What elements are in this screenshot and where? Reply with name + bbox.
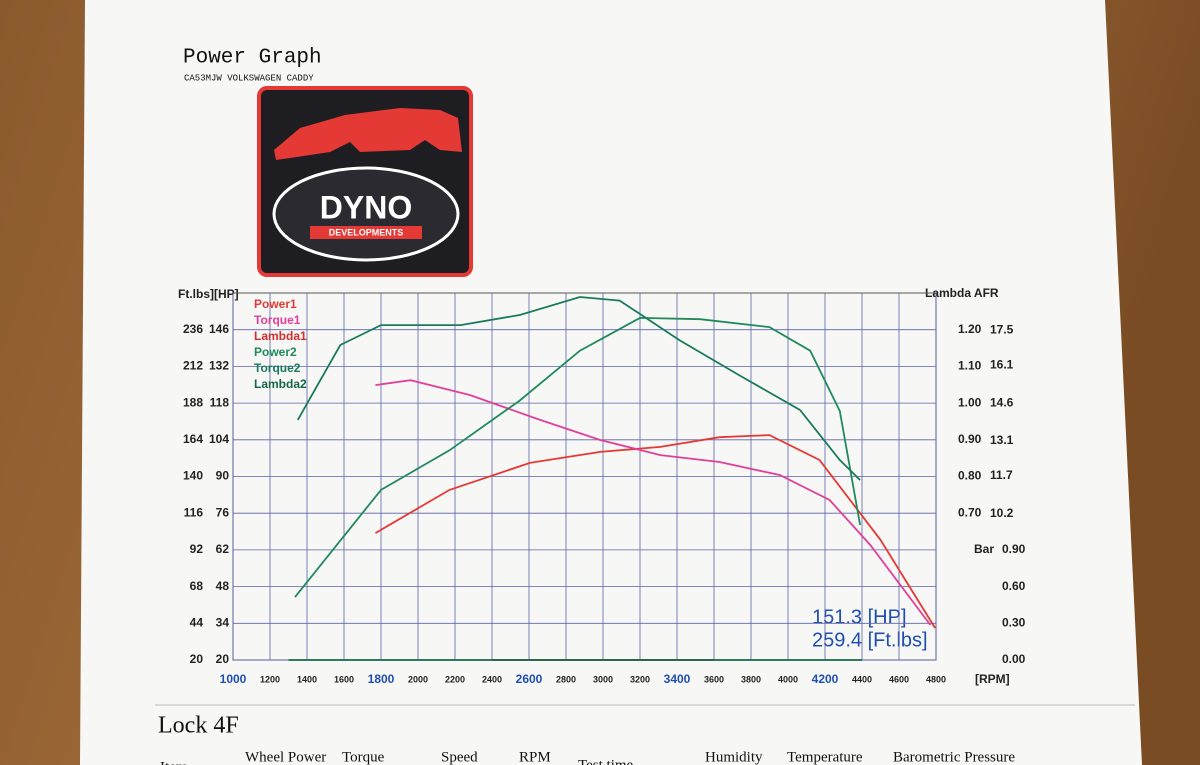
column-header: Humidity [705, 749, 763, 765]
x-tick-label: 2800 [556, 674, 576, 684]
column-header: Speed [441, 749, 478, 765]
y-tick-label: 20 [190, 652, 204, 666]
x-tick-label: 3800 [741, 674, 761, 684]
legend-entry: Lambda1 [254, 329, 307, 343]
x-tick-label: 2000 [408, 674, 428, 684]
legend-entry: Torque2 [254, 361, 301, 375]
x-tick-label: 2400 [482, 674, 502, 684]
y-tick-label: 17.5 [990, 322, 1014, 336]
x-tick-label: 1200 [260, 674, 280, 684]
y-tick-label: 76 [216, 505, 230, 519]
footer-title: Lock 4F [158, 713, 239, 739]
column-header: Item [160, 759, 188, 765]
y-tick-label: 0.80 [958, 469, 982, 483]
x-tick-label: 3600 [704, 674, 724, 684]
legend-entry: Torque1 [254, 313, 301, 327]
annotation: 259.4 [Ft.lbs] [812, 629, 928, 651]
y-tick-label: 44 [190, 615, 204, 629]
series-line [297, 296, 861, 481]
logo-text: DYNO [320, 189, 412, 225]
y-tick-label: 132 [209, 359, 229, 373]
annotation: 151.3 [HP] [812, 606, 907, 628]
legend-entry: Power2 [254, 345, 297, 359]
logo-subtext: DEVELOPMENTS [329, 227, 404, 237]
logo-car [274, 108, 462, 160]
logo-band [310, 226, 422, 239]
legend-entry: Power1 [254, 297, 297, 311]
y-tick-label: 188 [183, 395, 203, 409]
x-tick-label: 3200 [630, 674, 650, 684]
y-tick-label: 48 [216, 579, 230, 593]
y-tick-label: 1.10 [958, 359, 982, 373]
x-tick-label: 1600 [334, 674, 354, 684]
y-tick-label: 0.00 [1002, 652, 1026, 666]
x-tick-label: 4800 [926, 674, 946, 684]
x-tick-label: 2600 [516, 672, 543, 686]
paper [80, 0, 1142, 765]
y-tick-label: 212 [183, 359, 203, 373]
y-tick-label: 14.6 [990, 395, 1014, 409]
x-tick-label: 4400 [852, 674, 872, 684]
y-tick-label: 116 [184, 505, 204, 519]
x-tick-label: 1400 [297, 674, 317, 684]
x-tick-label: 2200 [445, 674, 465, 684]
series-line [375, 379, 932, 626]
y-tick-label: 16.1 [990, 358, 1014, 372]
axis-label: Bar [974, 542, 994, 556]
page-title: Power Graph [183, 47, 322, 70]
y-tick-label: 1.00 [958, 395, 982, 409]
x-tick-label: 3400 [664, 672, 691, 686]
y-tick-label: 92 [190, 542, 204, 556]
y-tick-label: 20 [216, 652, 230, 666]
y-tick-label: 11.7 [990, 468, 1013, 482]
legend-entry: Lambda2 [254, 377, 307, 391]
y-tick-label: 90 [216, 469, 230, 483]
y-tick-label: 0.90 [958, 432, 982, 446]
left-axis-title: Ft.lbs][HP] [178, 287, 239, 301]
y-tick-label: 13.1 [990, 433, 1014, 447]
column-header: Torque [342, 749, 385, 765]
y-tick-label: 0.90 [1002, 542, 1026, 556]
column-header: Temperature [787, 749, 863, 765]
x-tick-label: 1800 [368, 672, 395, 686]
y-tick-label: 140 [183, 469, 203, 483]
y-tick-label: 68 [190, 579, 204, 593]
page-subtitle: CA53MJW VOLKSWAGEN CADDY [184, 73, 314, 83]
y-tick-label: 236 [183, 322, 203, 336]
x-tick-label: 4600 [889, 674, 909, 684]
x-tick-label: 1000 [220, 672, 247, 686]
column-header: RPM [519, 749, 551, 765]
y-tick-label: 1.20 [958, 322, 982, 336]
x-tick-label: 4200 [812, 672, 839, 686]
x-axis-title: [RPM] [975, 672, 1010, 686]
x-tick-label: 4000 [778, 674, 798, 684]
y-tick-label: 0.70 [958, 505, 982, 519]
y-tick-label: 0.30 [1002, 615, 1026, 629]
y-tick-label: 146 [209, 322, 229, 336]
column-header: Test time [578, 757, 634, 765]
right-axis-title: Lambda AFR [925, 286, 999, 300]
column-header: Barometric Pressure [893, 749, 1015, 765]
y-tick-label: 104 [209, 432, 229, 446]
y-tick-label: 118 [210, 395, 230, 409]
series-line [294, 316, 861, 598]
column-header: Wheel Power [245, 749, 326, 765]
x-tick-label: 3000 [593, 674, 613, 684]
y-tick-label: 62 [216, 542, 230, 556]
series-line [374, 434, 936, 629]
y-tick-label: 34 [216, 615, 230, 629]
logo: DYNO DEVELOPMENTS [257, 86, 473, 277]
y-tick-label: 0.60 [1002, 579, 1026, 593]
y-tick-label: 10.2 [990, 506, 1014, 520]
y-tick-label: 164 [183, 432, 203, 446]
